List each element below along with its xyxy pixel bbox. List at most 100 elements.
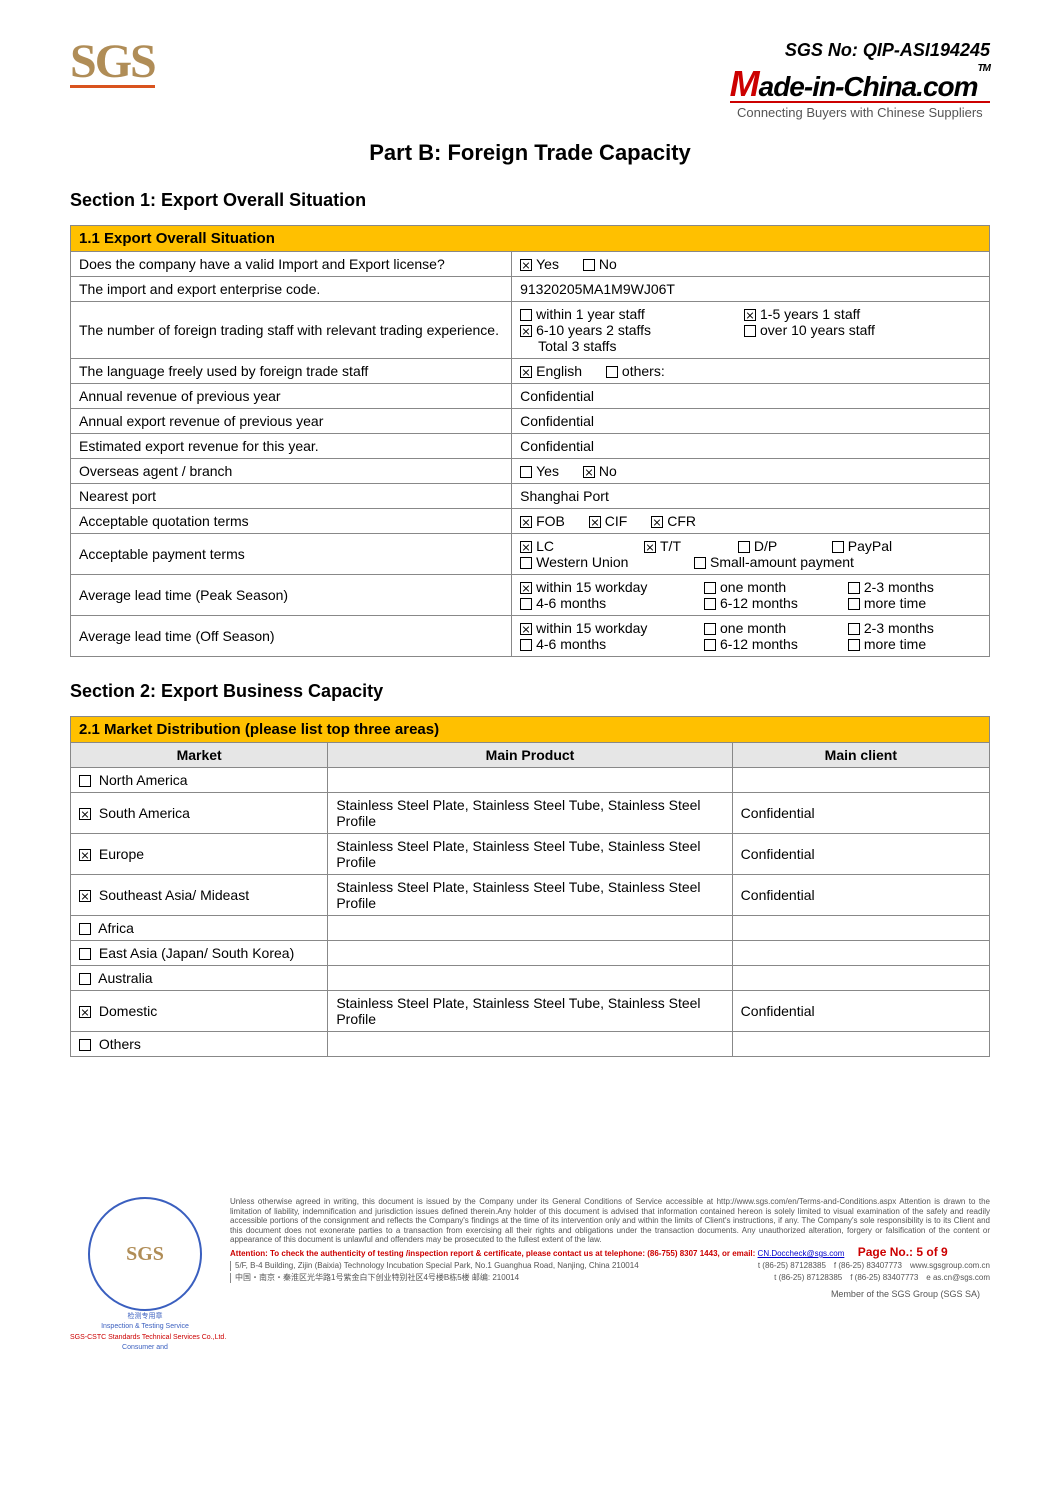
agent-value: Yes No	[512, 459, 990, 484]
table-row: The language freely used by foreign trad…	[71, 359, 990, 384]
product-cell: Stainless Steel Plate, Stainless Steel T…	[328, 793, 732, 834]
seal-text: SGS-CSTC Standards Technical Services Co…	[70, 1334, 220, 1342]
checkbox-icon	[520, 516, 532, 528]
market-cell: Australia	[71, 966, 328, 991]
checkbox-icon	[651, 516, 663, 528]
opt-label: CFR	[667, 513, 696, 529]
staff-total: Total 3 staffs	[520, 338, 981, 354]
opt-label: 2-3 months	[864, 579, 934, 595]
mic-tagline: Connecting Buyers with Chinese Suppliers	[730, 105, 990, 120]
checkbox-icon	[832, 541, 844, 553]
seal-text: Inspection & Testing Service	[70, 1323, 220, 1331]
footer-text: Unless otherwise agreed in writing, this…	[230, 1197, 990, 1353]
market-name: Southeast Asia/ Mideast	[99, 887, 249, 903]
market-cell: Domestic	[71, 991, 328, 1032]
product-cell	[328, 966, 732, 991]
header-right: SGS No: QIP-ASI194245 Made-in-China.comT…	[730, 40, 990, 120]
email-link[interactable]: CN.Doccheck@sgs.com	[758, 1249, 845, 1258]
attention-line: Attention: To check the authenticity of …	[230, 1245, 990, 1259]
mic-m-icon: M	[730, 63, 759, 104]
table-row: Estimated export revenue for this year.C…	[71, 434, 990, 459]
tm-mark: TM	[978, 63, 990, 74]
checkbox-icon	[744, 325, 756, 337]
table-row: The import and export enterprise code. 9…	[71, 277, 990, 302]
lead-off-value: within 15 workday one month 2-3 months 4…	[512, 616, 990, 657]
page: SGS SGS No: QIP-ASI194245 Made-in-China.…	[0, 0, 1060, 1373]
table-row: Does the company have a valid Import and…	[71, 252, 990, 277]
product-cell	[328, 916, 732, 941]
addr-email: e as.cn@sgs.com	[926, 1273, 990, 1283]
checkbox-icon	[520, 557, 532, 569]
checkbox-icon	[520, 541, 532, 553]
client-cell	[732, 966, 989, 991]
market-name: Australia	[98, 970, 152, 986]
opt-label: 1-5 years 1 staff	[760, 306, 860, 322]
checkbox-icon	[520, 466, 532, 478]
opt-label: 6-12 months	[720, 595, 798, 611]
opt-label: 4-6 months	[536, 636, 606, 652]
market-name: Domestic	[99, 1003, 157, 1019]
section2-title: Section 2: Export Business Capacity	[70, 681, 990, 702]
addr-tel: t (86-25) 87128385	[758, 1261, 826, 1271]
market-name: South America	[99, 805, 190, 821]
opt-label: FOB	[536, 513, 565, 529]
banner-2-1: 2.1 Market Distribution (please list top…	[71, 717, 990, 743]
opt-label: one month	[720, 579, 786, 595]
table-row: Average lead time (Peak Season) within 1…	[71, 575, 990, 616]
checkbox-icon	[520, 325, 532, 337]
table-row: Annual revenue of previous yearConfident…	[71, 384, 990, 409]
client-cell: Confidential	[732, 793, 989, 834]
checkbox-icon	[79, 948, 91, 960]
disclaimer: Unless otherwise agreed in writing, this…	[230, 1197, 990, 1245]
checkbox-yes-icon	[520, 259, 532, 271]
cell-value: Confidential	[512, 409, 990, 434]
footer: SGS 检测专用章 Inspection & Testing Service S…	[70, 1197, 990, 1353]
checkbox-icon	[79, 775, 91, 787]
checkbox-icon	[704, 639, 716, 651]
table-row: The number of foreign trading staff with…	[71, 302, 990, 359]
opt-label: CIF	[605, 513, 628, 529]
lang-label: The language freely used by foreign trad…	[71, 359, 512, 384]
seal-icon: SGS	[88, 1197, 202, 1311]
header: SGS SGS No: QIP-ASI194245 Made-in-China.…	[70, 40, 990, 120]
table-row: Africa	[71, 916, 990, 941]
addr-text: 5/F, B-4 Building, Zijin (Baixia) Techno…	[235, 1261, 750, 1271]
mic-logo: Made-in-China.comTM	[730, 63, 990, 103]
mic-text: ade-in-China.com	[759, 71, 978, 102]
checkbox-icon	[520, 366, 532, 378]
col-market: Market	[71, 743, 328, 768]
table-row: Southeast Asia/ Mideast Stainless Steel P…	[71, 875, 990, 916]
opt-label: more time	[864, 595, 926, 611]
checkbox-icon	[79, 1006, 91, 1018]
product-cell	[328, 1032, 732, 1057]
table-row: Annual export revenue of previous yearCo…	[71, 409, 990, 434]
table-row: Acceptable quotation terms FOB CIF CFR	[71, 509, 990, 534]
opt-label: within 1 year staff	[536, 306, 645, 322]
opt-label: T/T	[660, 538, 681, 554]
table-row: South America Stainless Steel Plate, Stai…	[71, 793, 990, 834]
checkbox-icon	[704, 623, 716, 635]
product-cell: Stainless Steel Plate, Stainless Steel T…	[328, 875, 732, 916]
table-row: Nearest portShanghai Port	[71, 484, 990, 509]
cell-label: Annual export revenue of previous year	[71, 409, 512, 434]
checkbox-icon	[848, 639, 860, 651]
checkbox-icon	[744, 309, 756, 321]
checkbox-icon	[79, 890, 91, 902]
sgs-logo: SGS	[70, 40, 155, 88]
table-row: East Asia (Japan/ South Korea)	[71, 941, 990, 966]
cell-value: Confidential	[512, 384, 990, 409]
checkbox-icon	[848, 598, 860, 610]
market-name: North America	[99, 772, 188, 788]
checkbox-icon	[79, 973, 91, 985]
no-label: No	[599, 256, 617, 272]
checkbox-icon	[704, 582, 716, 594]
cell-value: Shanghai Port	[512, 484, 990, 509]
staff-label: The number of foreign trading staff with…	[71, 302, 512, 359]
license-value: Yes No	[512, 252, 990, 277]
opt-label: No	[599, 463, 617, 479]
market-name: Europe	[99, 846, 144, 862]
market-cell: East Asia (Japan/ South Korea)	[71, 941, 328, 966]
lang-value: English others:	[512, 359, 990, 384]
product-cell: Stainless Steel Plate, Stainless Steel T…	[328, 834, 732, 875]
seal-text: Consumer and	[70, 1344, 220, 1352]
